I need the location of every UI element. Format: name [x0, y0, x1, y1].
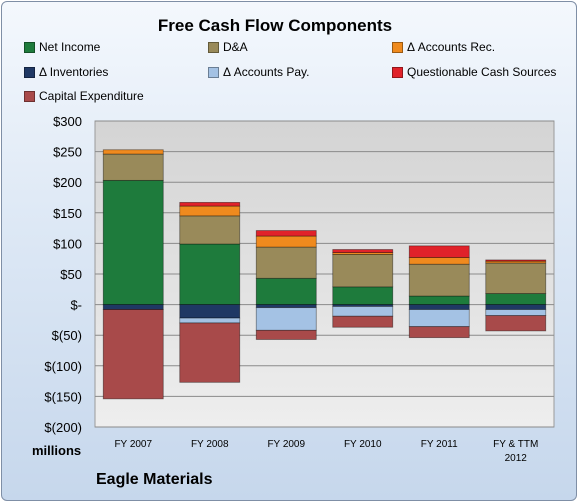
bar-segment: [102, 153, 164, 181]
x-tick-label: 2012: [505, 453, 528, 464]
y-tick-label: $(150): [44, 389, 82, 404]
legend-item-capex: Capital Expenditure: [24, 87, 144, 105]
legend-label: D&A: [223, 40, 248, 54]
legend-swatch: [392, 66, 403, 78]
bar-segment: [332, 306, 394, 317]
legend-swatch: [392, 41, 403, 53]
bar-segment: [485, 304, 547, 310]
legend-item-accounts-rec: Δ Accounts Rec.: [392, 38, 495, 56]
legend-item-accounts-pay: Δ Accounts Pay.: [208, 63, 310, 81]
bar-segment: [179, 201, 241, 207]
y-tick-label: $(100): [44, 359, 82, 374]
y-tick-label: $50: [60, 267, 82, 282]
legend-swatch: [208, 66, 219, 78]
bar-segment: [179, 304, 241, 319]
bar-segment: [179, 243, 241, 305]
bar-segment: [179, 317, 241, 324]
x-tick-label: FY 2009: [267, 439, 305, 450]
x-tick-label: FY 2011: [421, 439, 458, 450]
units-label: millions: [32, 443, 82, 458]
bar-segment: [485, 259, 547, 262]
legend-item-net-income: Net Income: [24, 38, 100, 56]
legend-item-inventories: Δ Inventories: [24, 63, 108, 81]
y-tick-label: $100: [53, 236, 82, 251]
legend-swatch: [24, 90, 35, 102]
bar-segment: [408, 245, 470, 258]
legend-swatch: [24, 66, 35, 78]
bar-segment: [255, 329, 317, 340]
bar-segment: [255, 235, 317, 248]
bar-segment: [485, 315, 547, 332]
x-tick-label: FY & TTM: [493, 439, 538, 450]
legend-item-da: D&A: [208, 38, 248, 56]
y-tick-label: $200: [53, 175, 82, 190]
x-tick-label: FY 2007: [114, 439, 152, 450]
bar-segment: [255, 304, 317, 309]
legend-label: Questionable Cash Sources: [407, 65, 557, 79]
bar-segment: [408, 257, 470, 265]
y-tick-label: $(200): [44, 420, 82, 435]
bar-segment: [102, 179, 164, 305]
bar-segment: [332, 315, 394, 328]
legend-swatch: [24, 41, 35, 53]
legend-item-questionable-cash: Questionable Cash Sources: [392, 63, 556, 81]
bar-segment: [255, 246, 317, 279]
y-tick-label: $300: [53, 114, 82, 129]
bar-segment: [179, 322, 241, 383]
bar-segment: [255, 277, 317, 305]
bar-segment: [102, 304, 164, 310]
bar-segment: [408, 309, 470, 328]
bar-segment: [255, 230, 317, 237]
legend-label: Δ Accounts Pay.: [223, 65, 310, 79]
x-tick-label: FY 2010: [344, 439, 382, 450]
bar-segment: [408, 295, 470, 306]
bar-segment: [179, 215, 241, 245]
bar-segment: [408, 326, 470, 339]
x-tick-label: FY 2008: [191, 439, 229, 450]
legend-swatch: [208, 41, 219, 53]
chart-title: Free Cash Flow Components: [157, 16, 393, 35]
company-name: Eagle Materials: [96, 471, 213, 488]
y-tick-label: $250: [53, 145, 82, 160]
legend-label: Δ Inventories: [39, 65, 109, 79]
bar-segment: [485, 262, 547, 294]
legend-label: Capital Expenditure: [39, 89, 144, 103]
bar-segment: [332, 254, 394, 288]
bar-segment: [408, 263, 470, 297]
legend-label: Net Income: [39, 40, 101, 54]
bar-segment: [179, 205, 241, 217]
bar-segment: [102, 149, 164, 155]
bar-segment: [485, 309, 547, 317]
bar-segment: [332, 286, 394, 305]
y-tick-label: $(50): [52, 328, 82, 343]
y-tick-label: $150: [53, 206, 82, 221]
bar-segment: [485, 293, 547, 306]
bar-segment: [255, 307, 317, 331]
bar-segment: [408, 304, 470, 310]
legend-label: Δ Accounts Rec.: [407, 40, 496, 54]
y-tick-label: $-: [70, 298, 82, 313]
bar-segment: [332, 249, 394, 253]
bar-segment: [102, 309, 164, 400]
